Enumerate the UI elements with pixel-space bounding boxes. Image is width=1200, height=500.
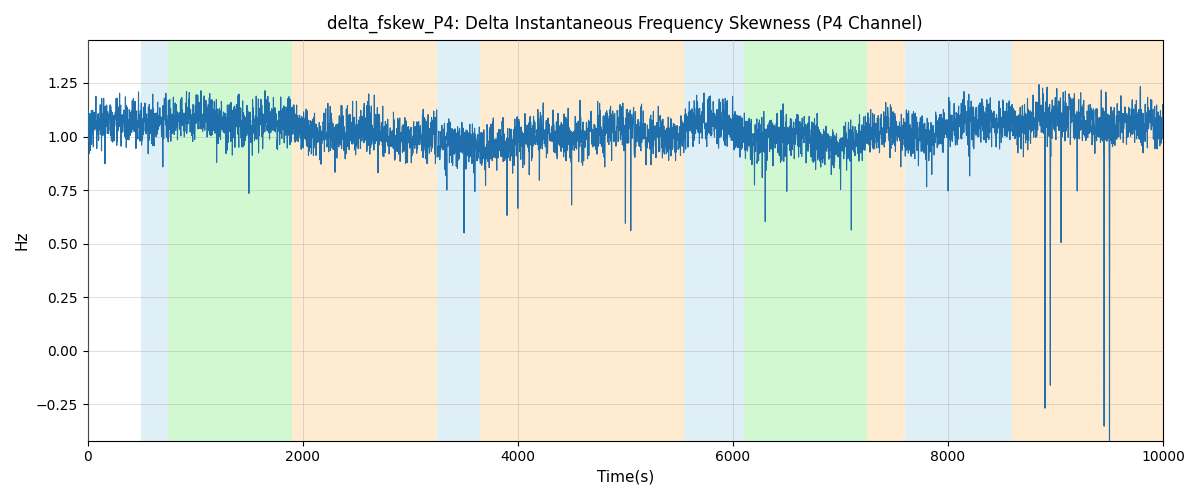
Bar [142, 40, 168, 440]
Bar [868, 40, 905, 440]
Bar [292, 40, 437, 440]
Title: delta_fskew_P4: Delta Instantaneous Frequency Skewness (P4 Channel): delta_fskew_P4: Delta Instantaneous Freq… [328, 15, 923, 34]
Bar [684, 40, 744, 440]
Y-axis label: Hz: Hz [14, 230, 30, 250]
Bar [437, 40, 480, 440]
Bar [480, 40, 684, 440]
Bar [168, 40, 292, 440]
X-axis label: Time(s): Time(s) [596, 470, 654, 485]
Bar [905, 40, 1013, 440]
Bar [744, 40, 868, 440]
Bar [1013, 40, 1163, 440]
